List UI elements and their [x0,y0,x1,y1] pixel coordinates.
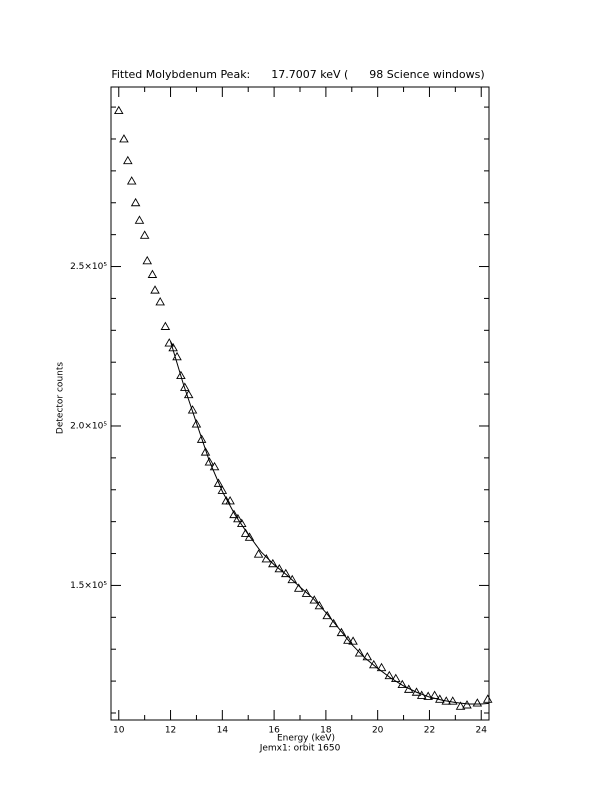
data-point [455,701,466,710]
chart-title: Fitted Molybdenum Peak: 17.7007 keV ( 98… [111,68,484,81]
data-point [343,635,353,644]
data-point [309,595,320,604]
y-tick-label: 2.0×10⁵ [70,421,107,431]
data-point [130,197,141,207]
x-tick-label: 12 [165,726,176,736]
data-point [191,419,202,428]
x-tick-label: 16 [268,726,280,736]
data-point [369,659,379,669]
data-point [113,105,124,115]
data-point [354,648,365,657]
data-point [147,269,158,278]
data-point [134,215,145,224]
data-point [155,297,165,306]
data-point [268,558,278,568]
data-point [236,518,247,528]
x-tick-label: 24 [476,726,488,736]
data-point [314,600,325,610]
data-point [123,155,133,165]
x-tick-label: 14 [217,726,229,736]
y-axis-label: Detector counts [56,362,66,434]
x-tick-label: 18 [320,726,332,736]
data-point [472,698,483,707]
subtitle: Jemx1: orbit 1650 [259,744,341,754]
data-point [482,694,493,703]
data-point [328,618,339,628]
data-point [348,636,358,645]
x-axis-label: Energy (keV) [277,734,335,744]
data-point [217,485,228,494]
data-point [336,627,347,637]
data-point [196,434,207,443]
y-tick-label: 1.5×10⁵ [70,581,107,591]
data-point [176,370,186,380]
data-point [225,496,235,505]
data-point [160,321,171,330]
x-tick-label: 22 [424,726,435,736]
data-point [119,134,129,143]
data-point [233,513,243,523]
data-point [150,285,160,294]
x-tick-label: 20 [372,726,384,736]
data-point [447,696,458,705]
fit-line [170,341,490,705]
data-point [204,457,215,466]
y-tick-label: 2.5×10⁵ [70,262,107,272]
data-point [200,447,211,456]
data-point [229,509,239,519]
data-point [322,610,332,620]
data-point [142,255,153,265]
x-tick-label: 10 [113,726,125,736]
data-point [180,382,190,391]
data-point [244,532,255,541]
data-point [209,461,220,471]
data-point [253,549,264,558]
data-point [187,405,198,414]
data-point [213,478,224,487]
data-point [287,574,298,584]
data-point [274,563,285,573]
data-point [126,176,137,185]
data-point [139,230,150,239]
data-point [301,588,312,597]
